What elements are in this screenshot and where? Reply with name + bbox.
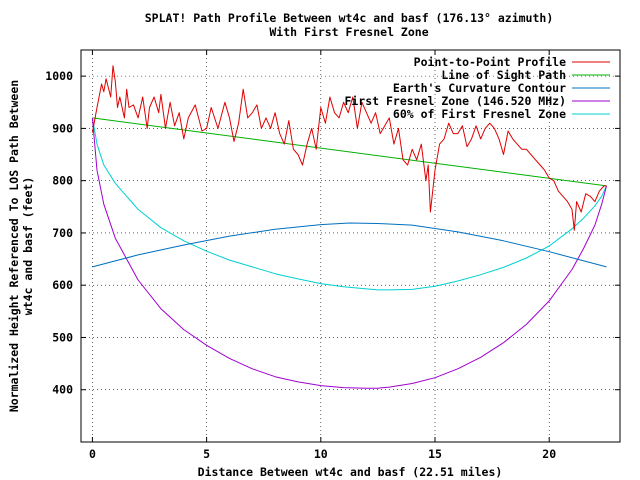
x-axis-label: Distance Between wt4c and basf (22.51 mi… — [198, 465, 503, 479]
chart-title: SPLAT! Path Profile Between wt4c and bas… — [145, 11, 554, 25]
legend-label-point-to-point-profile: Point-to-Point Profile — [414, 55, 566, 69]
series-line-first-fresnel-zone-146-520-mhz — [91, 117, 607, 389]
series-line-earth-s-curvature-contour — [92, 222, 607, 268]
legend-label-first-fresnel-zone-146-520-mhz: First Fresnel Zone (146.520 MHz) — [344, 94, 566, 108]
y-axis-label-line2: wt4c and basf (feet) — [21, 177, 35, 315]
chart-subtitle: With First Fresnel Zone — [269, 25, 428, 39]
y-tick-label: 500 — [52, 330, 73, 344]
x-tick-label: 10 — [314, 447, 328, 461]
x-tick-label: 15 — [428, 447, 442, 461]
y-axis-label-line1: Normalized Height Referenced To LOS Path… — [7, 80, 21, 412]
legend-label-earth-s-curvature-contour: Earth's Curvature Contour — [393, 81, 566, 95]
y-tick-label: 800 — [52, 174, 73, 188]
axis-ticks: 0 5 10 15 20 400 500 600 700 800 900 1000 — [45, 50, 620, 461]
y-tick-label: 900 — [52, 121, 73, 135]
y-tick-label: 1000 — [45, 69, 73, 83]
x-tick-label: 0 — [89, 447, 96, 461]
legend-label-line-of-sight-path: Line of Sight Path — [441, 68, 566, 82]
series-line-60-of-first-fresnel-zone — [91, 117, 607, 291]
y-tick-label: 700 — [52, 226, 73, 240]
x-tick-label: 5 — [203, 447, 210, 461]
legend-label-60-of-first-fresnel-zone: 60% of First Fresnel Zone — [393, 107, 566, 121]
y-tick-label: 600 — [52, 278, 73, 292]
x-tick-label: 20 — [542, 447, 556, 461]
series-line-line-of-sight-path — [92, 117, 607, 187]
plot-frame — [80, 49, 621, 443]
series-layer — [91, 65, 607, 389]
y-tick-label: 400 — [52, 383, 73, 397]
series-line-point-to-point-profile — [91, 65, 607, 231]
